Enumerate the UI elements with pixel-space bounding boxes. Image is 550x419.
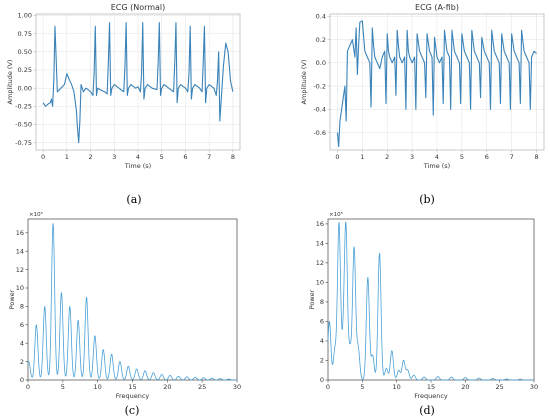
x-tick-label: 25: [198, 383, 206, 391]
x-tick-label: 8: [534, 153, 538, 161]
y-tick-label: 0.50: [18, 48, 32, 56]
y-tick-label: 8: [320, 298, 324, 306]
x-tick-label: 20: [461, 383, 469, 391]
x-tick-label: 4: [435, 153, 439, 161]
spectrum-line: [27, 223, 238, 381]
y-axis-label: Amplitude (V): [300, 60, 308, 105]
y-tick-label: 0.75: [18, 30, 32, 38]
x-axis-label: Frequency: [116, 392, 150, 400]
x-tick-label: 5: [360, 383, 364, 391]
x-tick-label: 2: [385, 153, 389, 161]
y-tick-label: 16: [16, 229, 24, 237]
panel-label-b: (b): [419, 193, 435, 206]
plot-frame: [327, 218, 535, 381]
x-tick-label: 0: [26, 383, 30, 391]
y-tick-label: 4: [20, 339, 24, 347]
x-axis-label: Frequency: [414, 392, 448, 400]
panel-d-power-spectrum: 0 5 10 15 20 25 30 0 2 4 6 8 10 12 14 16 Frequency Power ×…: [308, 211, 538, 400]
panel-a-ecg-normal: 0 1 2 3 4 5 6 7 8 -0.75 -0.50 -0.25 0.00 0.25 0.50 0.75…: [6, 3, 241, 170]
y-axis-label: Power: [308, 289, 316, 309]
y-tick-label: 0.4: [316, 13, 326, 21]
y-tick-label: 8: [20, 303, 24, 311]
y-tick-label: 0: [20, 376, 24, 384]
x-tick-label: 20: [163, 383, 171, 391]
x-tick-label: 10: [94, 383, 102, 391]
panel-b-ecg-afib: 0 1 2 3 4 5 6 7 8 -0.6 -0.4 -0.2 0.0 0.2 0.4 ECG (A-fib…: [300, 3, 545, 170]
x-tick-label: 1: [65, 153, 69, 161]
y-tick-label: 10: [16, 284, 24, 292]
y-axis-label: Amplitude (V): [6, 60, 14, 105]
x-tick-label: 30: [530, 383, 538, 391]
panel-label-c: (c): [125, 404, 140, 417]
y-tick-label: 0.25: [18, 66, 32, 74]
x-tick-label: 30: [233, 383, 241, 391]
y-tick-label: 0.2: [316, 36, 326, 44]
x-tick-label: 5: [61, 383, 65, 391]
y-axis-label: Power: [8, 289, 16, 309]
x-tick-label: 3: [112, 153, 116, 161]
y-tick-label: 16: [316, 220, 324, 228]
y-tick-label: -0.6: [313, 129, 326, 137]
x-tick-label: 1: [360, 153, 364, 161]
y-tick-label: 12: [316, 259, 324, 267]
chart-title: ECG (A-fib): [415, 3, 459, 12]
y-tick-label: 4: [320, 337, 324, 345]
x-tick-label: 8: [231, 153, 235, 161]
y-tick-label: 2: [320, 357, 324, 365]
y-axis-multiplier: ×10⁵: [329, 211, 343, 218]
panel-c-power-spectrum: 0 5 10 15 20 25 30 0 2 4 6 8 10 12 14 16 Frequency Power ×…: [8, 211, 241, 400]
x-tick-label: 3: [410, 153, 414, 161]
panel-label-d: (d): [419, 404, 435, 417]
y-tick-label: -0.2: [313, 82, 326, 90]
y-tick-label: 2: [20, 358, 24, 366]
x-tick-label: 7: [207, 153, 211, 161]
y-tick-label: 6: [320, 318, 324, 326]
chart-title: ECG (Normal): [111, 3, 166, 12]
y-tick-label: 0.0: [316, 59, 326, 67]
y-tick-label: 14: [16, 247, 24, 255]
x-tick-label: 0: [326, 383, 330, 391]
y-tick-label: 12: [16, 266, 24, 274]
x-tick-label: 7: [510, 153, 514, 161]
y-tick-label: 1.00: [18, 12, 32, 20]
x-axis-label: Time (s): [423, 162, 450, 170]
x-tick-label: 10: [393, 383, 401, 391]
x-tick-label: 0: [335, 153, 339, 161]
panel-label-a: (a): [126, 193, 141, 206]
x-tick-label: 4: [136, 153, 140, 161]
spectrum-line: [327, 221, 535, 381]
x-tick-label: 6: [485, 153, 489, 161]
x-tick-label: 0: [41, 153, 45, 161]
x-tick-label: 25: [496, 383, 504, 391]
x-tick-label: 15: [128, 383, 136, 391]
y-axis-multiplier: ×10⁵: [29, 211, 43, 218]
x-tick-label: 15: [427, 383, 435, 391]
x-axis-label: Time (s): [124, 162, 151, 170]
y-tick-label: -0.75: [15, 139, 32, 147]
y-tick-label: 6: [20, 321, 24, 329]
x-tick-label: 5: [160, 153, 164, 161]
x-tick-label: 2: [88, 153, 92, 161]
y-tick-label: -0.50: [15, 121, 32, 129]
y-tick-label: 0.00: [18, 84, 32, 92]
series-line-0: [336, 20, 537, 148]
y-tick-label: 10: [316, 279, 324, 287]
series-line-0: [42, 22, 234, 144]
y-tick-label: 0: [320, 376, 324, 384]
x-tick-label: 6: [183, 153, 187, 161]
x-tick-label: 5: [460, 153, 464, 161]
y-tick-label: 14: [316, 240, 324, 248]
y-tick-label: -0.4: [313, 106, 326, 114]
y-tick-label: -0.25: [15, 103, 32, 111]
